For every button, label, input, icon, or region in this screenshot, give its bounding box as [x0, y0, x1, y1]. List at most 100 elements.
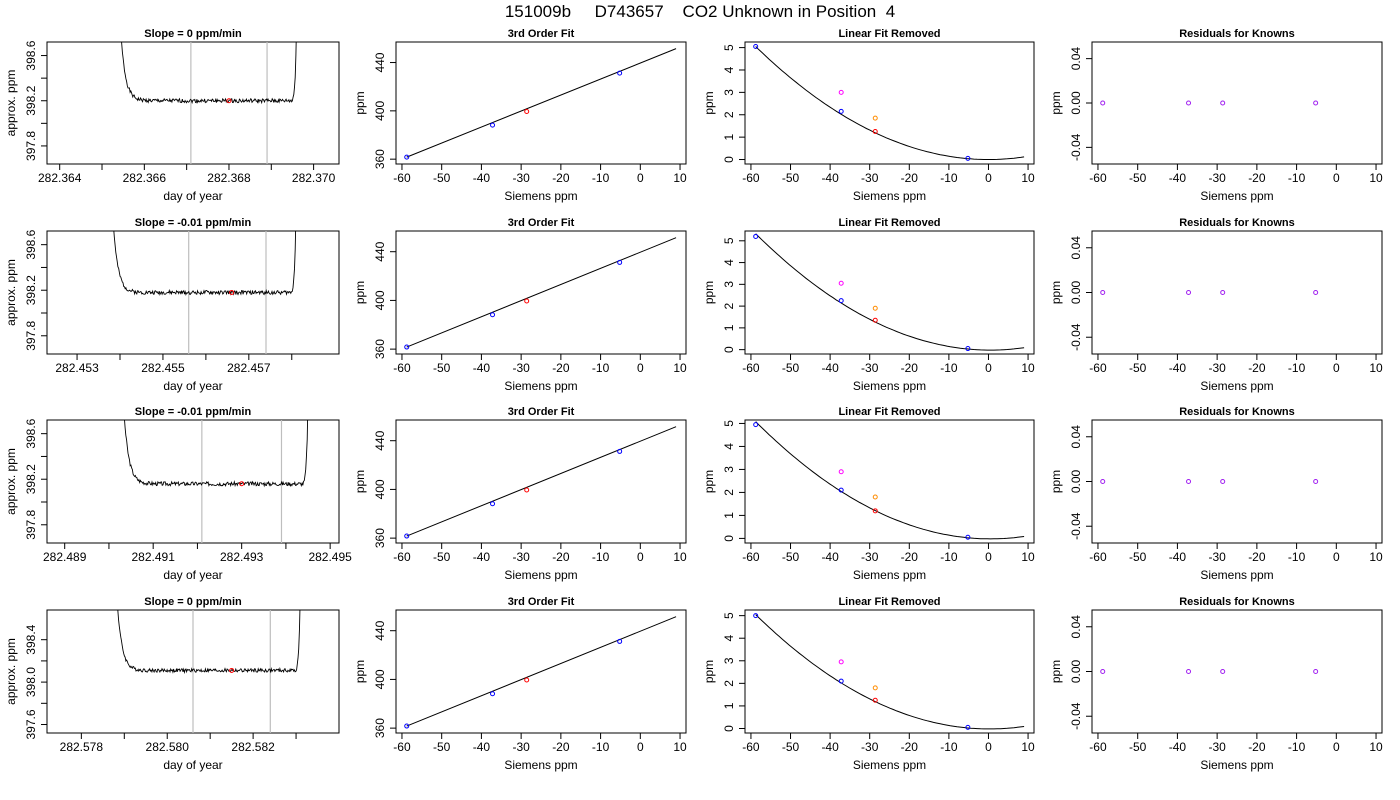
x-tick-label: -10 [1288, 361, 1306, 375]
plot-area [1100, 669, 1319, 674]
y-tick-label: 400 [373, 290, 387, 310]
x-tick-label: 0 [985, 171, 992, 185]
x-tick-label: -50 [433, 740, 451, 754]
x-tick-label: -10 [940, 740, 958, 754]
x-tick-label: 10 [673, 550, 687, 564]
plot-area [113, 231, 297, 354]
x-tick-label: 10 [1369, 550, 1383, 564]
x-tick-label: -40 [821, 361, 839, 375]
y-tick-label: 398.6 [24, 418, 38, 448]
data-point [838, 89, 844, 95]
data-point [524, 487, 530, 493]
subplot-r2-c2: Linear Fit Removed Siemens ppm ppm -60 -50 -4… [702, 406, 1035, 582]
data-point [838, 469, 844, 475]
x-tick-label: 0 [637, 550, 644, 564]
data-point [1220, 669, 1226, 674]
x-tick-label: 10 [673, 361, 687, 375]
x-tick-label: 282.453 [55, 361, 99, 375]
y-tick-label: 3 [722, 89, 736, 96]
plot-frame [395, 419, 687, 544]
x-tick-label: -40 [473, 740, 491, 754]
x-tick-label: -40 [473, 361, 491, 375]
fit-curve [755, 614, 1025, 730]
x-tick-label: -60 [1089, 550, 1107, 564]
y-tick-label: 397.8 [24, 320, 38, 350]
plot-area [404, 237, 677, 350]
x-tick-label: -20 [901, 361, 919, 375]
x-tick-label: 282.370 [292, 171, 336, 185]
x-tick-label: -10 [1288, 171, 1306, 185]
data-point [872, 494, 878, 500]
data-point [838, 487, 844, 493]
x-tick-label: -20 [901, 550, 919, 564]
plot-area [753, 421, 1025, 540]
x-tick-label: -50 [433, 361, 451, 375]
y-tick-label: 398.2 [24, 464, 38, 494]
x-axis-label: Siemens ppm [1200, 189, 1273, 203]
x-tick-label: 282.493 [220, 550, 264, 564]
y-tick-label: 0 [722, 725, 736, 732]
y-tick-label: 440 [373, 620, 387, 640]
x-tick-label: 10 [1021, 550, 1035, 564]
y-tick-label: 5 [722, 44, 736, 51]
y-tick-label: 440 [373, 52, 387, 72]
y-tick-label: 0.00 [1069, 469, 1083, 493]
subplot-r3-c0: Slope = 0 ppm/min day of year approx. ppm 2… [4, 596, 340, 772]
x-axis-label: Siemens ppm [853, 379, 926, 393]
y-tick-label: 0.00 [1069, 659, 1083, 683]
subplot-r0-c2: Linear Fit Removed Siemens ppm ppm -60 -50 -4… [702, 28, 1035, 203]
x-tick-label: -30 [861, 171, 879, 185]
x-tick-label: 10 [1369, 171, 1383, 185]
subplot-r1-c1: 3rd Order Fit Siemens ppm ppm -60 -50 -40 -30 -… [353, 217, 687, 393]
x-tick-label: -40 [821, 171, 839, 185]
x-tick-label: -10 [592, 740, 610, 754]
y-tick-label: -0.04 [1069, 512, 1083, 540]
x-tick-label: 10 [1021, 361, 1035, 375]
data-point [753, 422, 759, 428]
y-tick-label: 0 [722, 535, 736, 542]
x-tick-label: -60 [742, 361, 760, 375]
x-tick-label: 282.580 [146, 740, 190, 754]
data-point [838, 108, 844, 114]
y-tick-label: 0.00 [1069, 280, 1083, 304]
x-tick-label: -60 [1089, 171, 1107, 185]
data-point [404, 344, 410, 350]
data-point [524, 108, 530, 114]
data-point [404, 154, 410, 160]
y-tick-label: -0.04 [1069, 323, 1083, 351]
plot-title: Residuals for Knowns [1179, 217, 1295, 229]
x-tick-label: 282.457 [227, 361, 271, 375]
y-tick-label: 0.04 [1069, 236, 1083, 260]
x-tick-label: -10 [1288, 550, 1306, 564]
plot-area [404, 48, 677, 160]
y-axis-label: ppm [353, 660, 367, 683]
y-axis-label: ppm [1049, 281, 1063, 304]
x-tick-label: 10 [1369, 361, 1383, 375]
x-axis-label: Siemens ppm [853, 758, 926, 772]
plot-area [117, 610, 301, 733]
x-axis-label: day of year [163, 379, 222, 393]
x-tick-label: -50 [433, 550, 451, 564]
y-tick-label: 2 [722, 111, 736, 118]
plot-frame [744, 609, 1035, 734]
subplot-r0-c0: Slope = 0 ppm/min day of year approx. ppm 2… [4, 28, 340, 203]
plot-title: 3rd Order Fit [508, 217, 575, 229]
y-axis-label: ppm [702, 281, 716, 304]
plot-title: 3rd Order Fit [508, 406, 575, 418]
y-tick-label: 400 [373, 101, 387, 121]
fit-line [406, 426, 677, 537]
data-point [753, 613, 759, 619]
x-tick-label: 282.455 [141, 361, 185, 375]
x-tick-label: -30 [861, 740, 879, 754]
plot-area [753, 613, 1025, 730]
y-tick-label: 1 [722, 324, 736, 331]
plot-title: Residuals for Knowns [1179, 28, 1295, 40]
trace-line [113, 231, 297, 296]
data-point [838, 678, 844, 684]
plot-area [121, 42, 297, 164]
data-point [1313, 290, 1319, 295]
x-tick-label: -30 [512, 171, 530, 185]
x-tick-label: -50 [1129, 550, 1147, 564]
data-point [404, 723, 410, 729]
data-point [617, 638, 623, 644]
